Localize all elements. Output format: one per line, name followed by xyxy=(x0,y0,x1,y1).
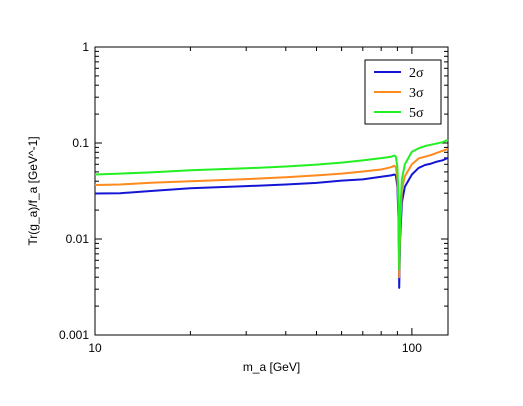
y-tick-label: 1 xyxy=(82,40,89,54)
y-axis-label: Tr(g_a)/f_a [GeV^-1] xyxy=(26,136,40,245)
legend-label: 3σ xyxy=(409,86,424,101)
legend-label: 5σ xyxy=(409,106,424,121)
y-tick-label: 0.01 xyxy=(66,232,90,246)
plot-frame xyxy=(94,46,449,336)
x-tick-label: 10 xyxy=(88,341,102,355)
y-tick-label: 0.001 xyxy=(59,328,89,342)
x-tick-label: 100 xyxy=(402,341,422,355)
y-tick-label: 0.1 xyxy=(72,136,89,150)
series-line-3 xyxy=(94,138,449,271)
legend-label: 2σ xyxy=(409,66,424,81)
x-axis-label: m_a [GeV] xyxy=(243,360,300,374)
